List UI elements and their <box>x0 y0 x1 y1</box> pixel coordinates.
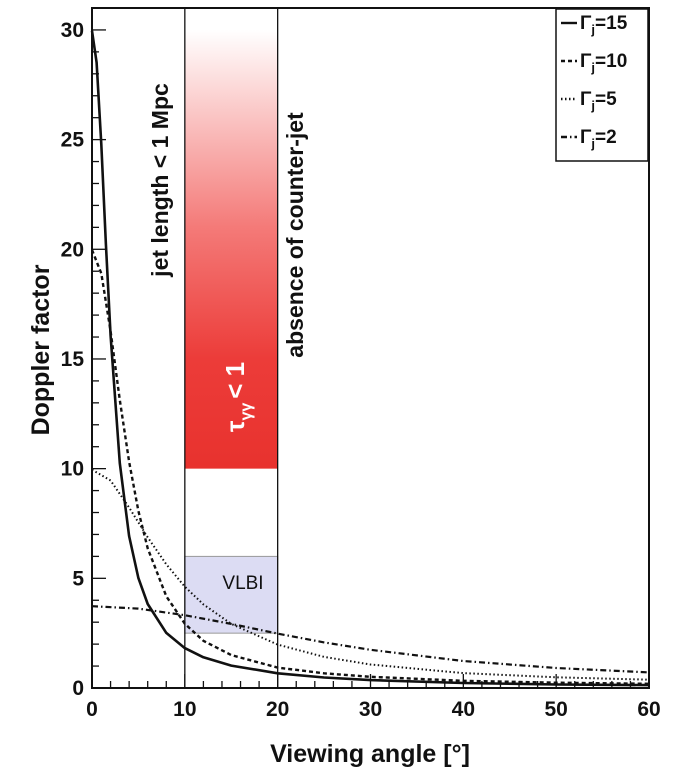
legend-label: Γj=10 <box>580 51 627 75</box>
y-tick-label: 20 <box>61 238 84 261</box>
vlbi-region <box>184 555 279 634</box>
counter-jet-annotation: absence of counter-jet <box>282 112 308 358</box>
x-tick-label: 60 <box>637 698 660 721</box>
legend-label: Γj=5 <box>580 89 617 113</box>
tau-annotation: τγγ < 1 <box>220 362 255 432</box>
legend-label: Γj=2 <box>580 127 617 151</box>
y-tick-label: 10 <box>61 458 84 481</box>
tick-layer <box>91 7 650 689</box>
tau-condition: < 1 <box>220 362 250 399</box>
tau-region <box>184 29 278 469</box>
y-tick-label: 30 <box>61 19 84 42</box>
x-tick-label: 20 <box>266 698 289 721</box>
svg-text:τγγ< 1: τγγ < 1 <box>220 362 255 432</box>
series-line-gamma-5 <box>91 468 650 681</box>
legend-box <box>555 8 649 162</box>
x-tick-label: 40 <box>452 698 475 721</box>
y-tick-label: 25 <box>61 129 85 152</box>
x-tick-label: 50 <box>544 698 567 721</box>
y-tick-label: 15 <box>61 348 85 371</box>
y-tick-labels: 0 5 10 15 20 25 30 <box>61 19 85 700</box>
legend-label: Γj=15 <box>580 13 628 37</box>
x-tick-label: 10 <box>173 698 196 721</box>
series-line-gamma-2 <box>91 605 650 674</box>
legend: Γj=15 Γj=10 Γj=5 Γj=2 <box>555 8 649 162</box>
jet-length-annotation: jet length < 1 Mpc <box>147 83 173 278</box>
x-tick-label: 30 <box>359 698 382 721</box>
tau-subscript: γγ <box>238 403 255 421</box>
vlbi-label: VLBI <box>222 573 263 594</box>
y-axis-title: Doppler factor <box>27 264 55 435</box>
x-tick-labels: 0 10 20 30 40 50 60 <box>86 698 661 721</box>
y-tick-label: 0 <box>72 677 84 700</box>
x-axis-title: Viewing angle [°] <box>270 740 470 768</box>
x-tick-label: 0 <box>86 698 98 721</box>
tau-symbol: τ <box>220 420 250 432</box>
y-tick-label: 5 <box>72 567 84 590</box>
series-line-gamma-10 <box>90 249 650 685</box>
